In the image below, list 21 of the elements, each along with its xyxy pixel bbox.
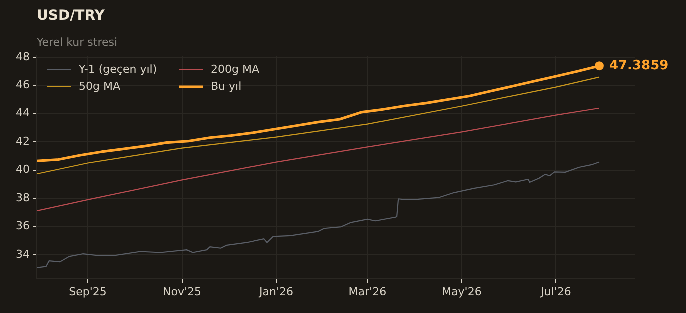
chart-subtitle: Yerel kur stresi bbox=[37, 36, 118, 49]
y-tick-label: 40 bbox=[16, 163, 30, 176]
x-tick-label: Jul'26 bbox=[540, 285, 572, 298]
y-tick-label: 42 bbox=[16, 134, 30, 148]
legend-label: Bu yıl bbox=[211, 80, 242, 93]
y-tick-label: 36 bbox=[16, 220, 30, 233]
legend-label: Y-1 (geçen yıl) bbox=[78, 62, 158, 76]
y-tick-label: 44 bbox=[16, 106, 30, 120]
legend-label: 200g MA bbox=[211, 62, 260, 76]
x-tick-label: Sep'25 bbox=[69, 285, 107, 298]
y-tick-label: 48 bbox=[16, 50, 30, 64]
x-tick-label: Mar'26 bbox=[348, 285, 387, 298]
y-tick-label: 38 bbox=[16, 191, 30, 204]
legend-label: 50g MA bbox=[79, 80, 121, 93]
chart-title: USD/TRY bbox=[37, 8, 105, 24]
x-tick-label: Jan'26 bbox=[258, 285, 294, 298]
x-tick-label: Nov'25 bbox=[163, 285, 202, 298]
y-tick-label: 34 bbox=[16, 248, 30, 261]
x-tick-label: May'26 bbox=[442, 285, 482, 298]
y-tick-label: 46 bbox=[16, 78, 30, 92]
annotation: 47.3859 bbox=[609, 58, 669, 74]
